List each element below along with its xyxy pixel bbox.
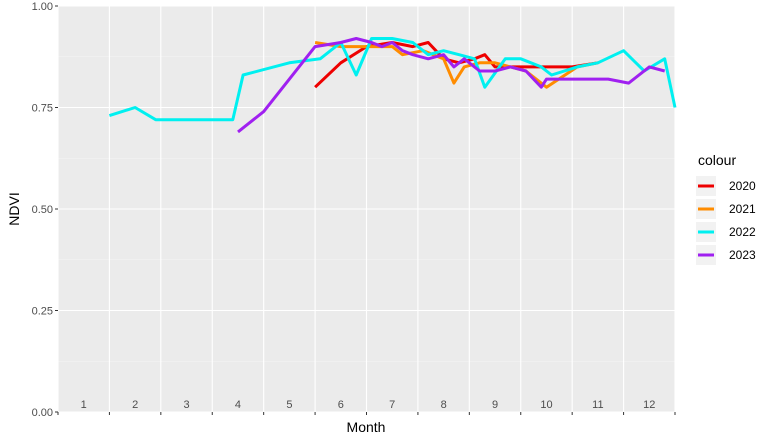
series-line-2022 — [108, 37, 677, 122]
x-tick-label: 3 — [183, 399, 189, 411]
x-tick-label: 11 — [592, 399, 603, 411]
legend-label-2021: 2021 — [729, 202, 756, 216]
y-tick-label: 0.00 — [32, 407, 53, 419]
x-tick-label: 6 — [338, 399, 344, 411]
x-tick-label: 10 — [540, 399, 552, 411]
legend-label-2020: 2020 — [729, 179, 756, 193]
legend-title: colour — [698, 152, 736, 168]
x-tick-label: 8 — [441, 399, 447, 411]
y-tick-label: 0.75 — [32, 103, 53, 115]
x-tick-label: 12 — [643, 399, 655, 411]
y-tick-label: 0.50 — [32, 204, 53, 216]
y-tick-label: 0.25 — [32, 306, 53, 318]
legend-label-2023: 2023 — [729, 248, 756, 262]
x-tick-label: 4 — [235, 399, 241, 411]
y-axis-title: NDVI — [6, 192, 22, 225]
legend-label-2022: 2022 — [729, 225, 756, 239]
x-axis: 1 2 3 4 5 6 7 8 9 10 11 12 — [57, 399, 676, 415]
series-lines — [108, 37, 677, 134]
y-tick-label: 1.00 — [32, 1, 53, 13]
y-axis: 0.00 0.25 0.50 0.75 1.00 — [32, 1, 58, 419]
series-line-2023 — [237, 37, 666, 134]
legend: colour 2020 2021 2022 2023 — [696, 152, 756, 265]
x-axis-title: Month — [347, 419, 386, 435]
x-tick-label: 9 — [492, 399, 498, 411]
x-tick-label: 2 — [132, 399, 138, 411]
x-tick-label: 7 — [389, 399, 395, 411]
series-line-2021 — [314, 41, 599, 89]
x-tick-label: 5 — [286, 399, 292, 411]
x-tick-label: 1 — [81, 399, 87, 411]
